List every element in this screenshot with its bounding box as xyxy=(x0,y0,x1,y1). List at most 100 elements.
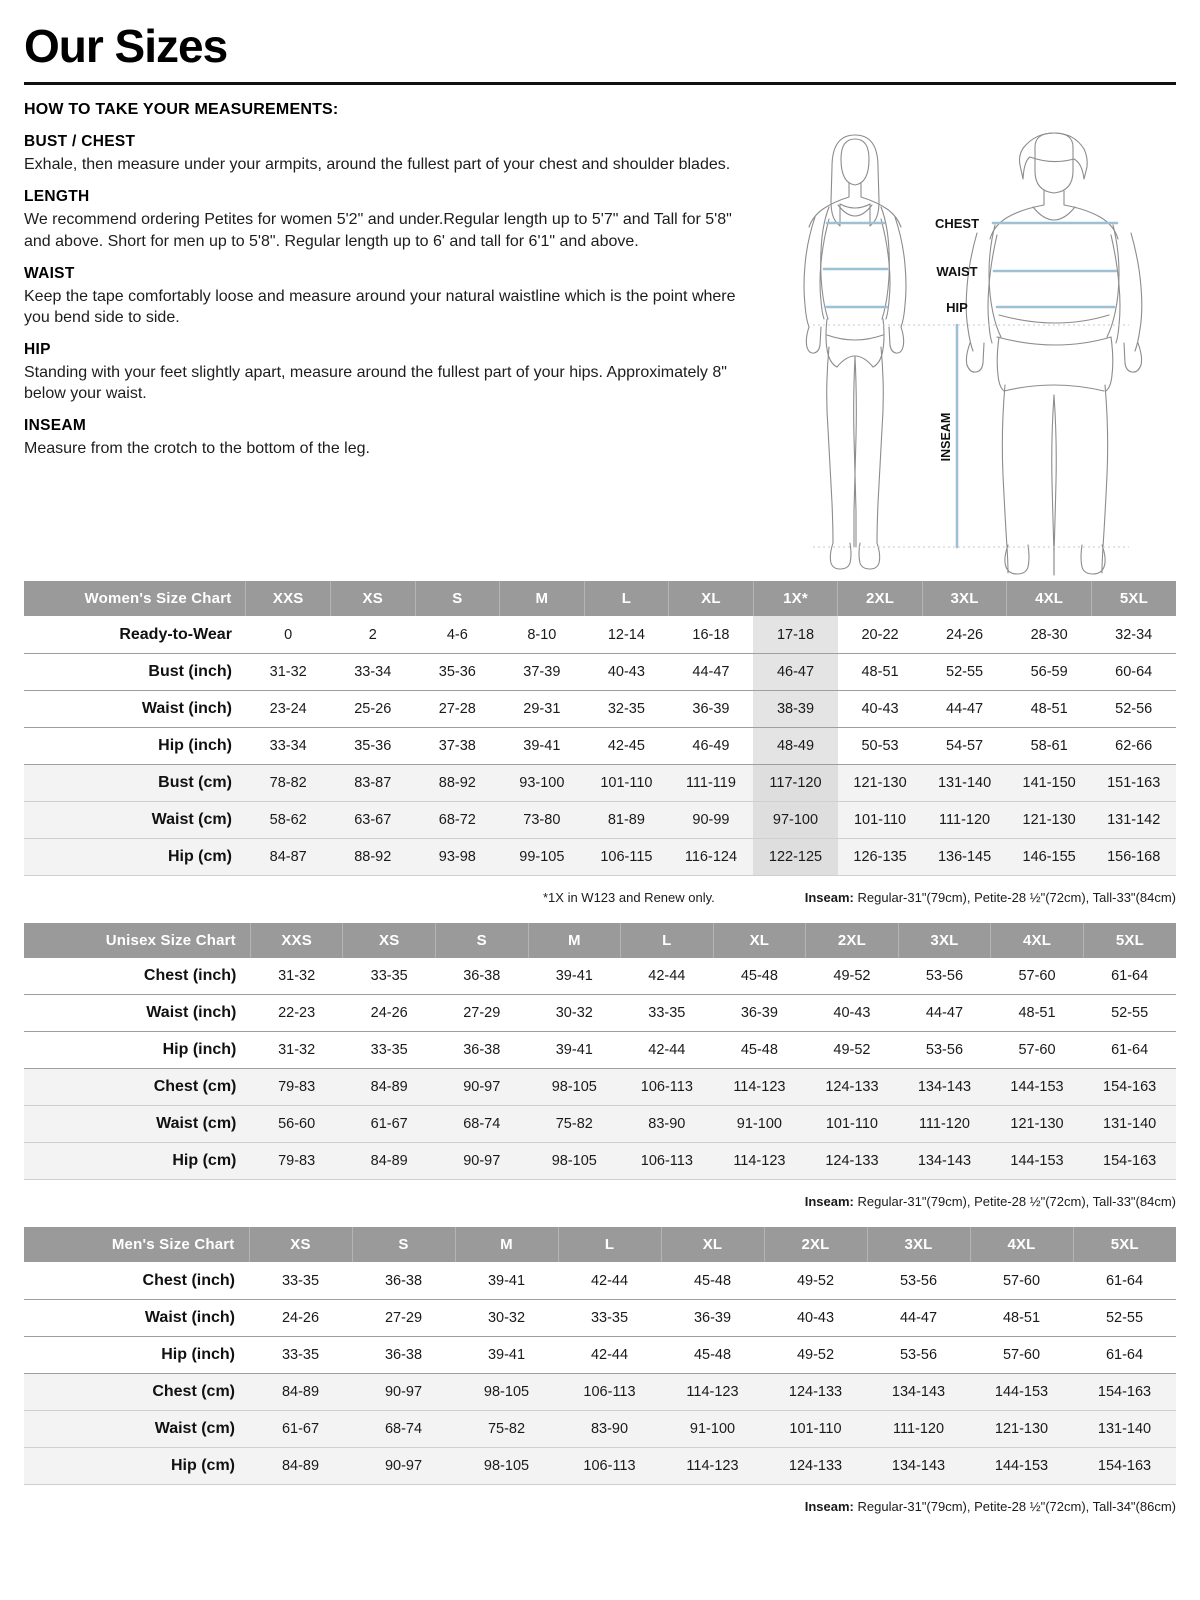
table-cell: 42-44 xyxy=(648,968,686,985)
measurement-block-bust-chest: BUST / CHEST Exhale, then measure under … xyxy=(24,133,754,175)
table-cell: 63-67 xyxy=(330,801,416,839)
womens-chart-title: Women's Size Chart xyxy=(24,581,247,617)
footnote-inseam: Inseam: Regular-31"(79cm), Petite-28 ½"(… xyxy=(805,1194,1176,1209)
table-cell: 35-36 xyxy=(438,663,476,680)
unisex-chart-title: Unisex Size Chart xyxy=(24,922,251,958)
table-cell: 81-89 xyxy=(584,801,669,839)
measurement-block-waist: WAIST Keep the tape comfortably loose an… xyxy=(24,265,754,328)
table-cell: 31-32 xyxy=(278,968,316,985)
table-cell: 39-41 xyxy=(555,968,593,985)
table-cell: 79-83 xyxy=(250,1068,343,1106)
measurement-instructions-section: HOW TO TAKE YOUR MEASUREMENTS: BUST / CH… xyxy=(24,101,1176,577)
table-cell: 39-41 xyxy=(487,1272,526,1289)
size-column-header-xs: XS xyxy=(249,1227,353,1263)
table-cell: 45-48 xyxy=(693,1346,732,1363)
size-column-header-xl: XL xyxy=(668,581,754,617)
table-row: Waist (cm) 56-60 61-67 68-74 75-82 83-90 91-10… xyxy=(24,1105,1176,1143)
size-column-header-2xl: 2XL xyxy=(764,1227,868,1263)
womens-size-chart-table: Women's Size Chart XXS XS S M L XL 1X* 2XL 3XL 4XL… xyxy=(24,581,1176,876)
table-cell: 49-52 xyxy=(833,968,871,985)
mens-chart-body: Chest (inch) 33-35 36-38 39-41 42-44 45-48 49-… xyxy=(24,1262,1176,1485)
mens-chart-title: Men's Size Chart xyxy=(24,1227,250,1263)
table-row: Chest (inch) 33-35 36-38 39-41 42-44 45-48 49-… xyxy=(24,1262,1176,1300)
table-cell: 106-113 xyxy=(558,1373,661,1411)
table-cell: 84-89 xyxy=(342,1068,436,1106)
table-cell: 57-60 xyxy=(1018,968,1056,985)
inseam-label: INSEAM xyxy=(939,413,953,462)
dotted-guides xyxy=(812,324,1129,548)
table-cell: 121-130 xyxy=(837,764,923,802)
table-cell: 48-51 xyxy=(1018,1005,1056,1022)
table-cell: 98-105 xyxy=(528,1142,621,1180)
size-column-header-xs: XS xyxy=(330,581,416,617)
size-column-header-5xl: 5XL xyxy=(1073,1227,1176,1263)
table-cell: 33-34 xyxy=(269,737,307,754)
table-cell: 131-140 xyxy=(922,764,1007,802)
table-cell: 54-57 xyxy=(946,737,984,754)
size-column-header-xxs: XXS xyxy=(245,581,331,617)
header-row: Women's Size Chart XXS XS S M L XL 1X* 2XL 3XL 4XL… xyxy=(24,581,1176,617)
table-cell: 53-56 xyxy=(925,968,964,985)
womens-chart-body: Ready-to-Wear 0 2 4-6 8-10 12-14 16-18 17-18 20-… xyxy=(24,616,1176,876)
table-cell: 61-64 xyxy=(1105,1346,1144,1363)
table-row: Waist (cm) 61-67 68-74 75-82 83-90 91-100 101-… xyxy=(24,1410,1176,1448)
table-cell: 24-26 xyxy=(946,626,984,643)
measurement-text-column: HOW TO TAKE YOUR MEASUREMENTS: BUST / CH… xyxy=(24,101,764,472)
row-label: Bust (cm) xyxy=(24,764,246,802)
table-cell: 24-26 xyxy=(370,1005,408,1022)
table-cell: 124-133 xyxy=(805,1068,899,1106)
table-cell: 84-89 xyxy=(342,1142,436,1180)
table-cell: 50-53 xyxy=(861,737,899,754)
table-cell: 61-64 xyxy=(1111,1042,1149,1059)
table-cell: 114-123 xyxy=(713,1068,806,1106)
table-cell: 111-120 xyxy=(898,1105,991,1143)
table-row: Hip (cm) 84-87 88-92 93-98 99-105 106-115 116-… xyxy=(24,838,1176,876)
row-label: Waist (cm) xyxy=(24,801,246,839)
table-cell: 78-82 xyxy=(245,764,331,802)
size-column-header-xl: XL xyxy=(661,1227,765,1263)
table-cell: 39-41 xyxy=(523,737,561,754)
table-cell: 46-49 xyxy=(692,737,730,754)
table-cell: 35-36 xyxy=(354,737,392,754)
measurement-body: Exhale, then measure under your armpits,… xyxy=(24,156,731,174)
row-label: Waist (inch) xyxy=(141,699,232,717)
table-cell: 61-64 xyxy=(1105,1272,1144,1289)
howto-heading: HOW TO TAKE YOUR MEASUREMENTS: xyxy=(24,101,339,119)
table-cell: 36-39 xyxy=(740,1005,778,1022)
table-row: Hip (inch) 31-32 33-35 36-38 39-41 42-44 45-48… xyxy=(24,1032,1176,1069)
body-figures-svg: CHEST WAIST HIP INSEAM xyxy=(803,132,1143,576)
page-title: Our Sizes xyxy=(24,20,228,72)
table-cell: 24-26 xyxy=(281,1309,320,1326)
table-cell: 131-140 xyxy=(1073,1410,1176,1448)
row-label: Hip (cm) xyxy=(24,1447,249,1485)
table-cell: 136-145 xyxy=(922,838,1007,876)
table-cell: 16-18 xyxy=(692,626,730,643)
measurement-body: We recommend ordering Petites for women … xyxy=(24,211,732,250)
table-cell: 75-82 xyxy=(528,1105,621,1143)
table-cell: 117-120 xyxy=(753,764,838,802)
table-cell: 33-35 xyxy=(590,1309,629,1326)
table-cell: 68-74 xyxy=(435,1105,529,1143)
row-label: Ready-to-Wear xyxy=(119,625,232,643)
table-row: Waist (inch) 22-23 24-26 27-29 30-32 33-35 36-… xyxy=(24,995,1176,1032)
table-cell: 98-105 xyxy=(528,1068,621,1106)
table-row: Waist (inch) 24-26 27-29 30-32 33-35 36-39 40-… xyxy=(24,1299,1176,1337)
womens-chart-footnotes: *1X in W123 and Renew only. Inseam: Regu… xyxy=(24,890,1176,905)
table-cell: 106-113 xyxy=(620,1142,714,1180)
table-cell: 48-51 xyxy=(1002,1309,1041,1326)
womens-chart-header: Women's Size Chart XXS XS S M L XL 1X* 2XL 3XL 4XL… xyxy=(24,581,1176,617)
footnote-inseam-value: Regular-31"(79cm), Petite-28 ½"(72cm), T… xyxy=(853,889,1177,905)
table-cell: 39-41 xyxy=(555,1042,593,1059)
table-cell: 131-140 xyxy=(1083,1105,1176,1143)
table-cell: 144-153 xyxy=(990,1142,1084,1180)
size-column-header-l: L xyxy=(584,581,670,617)
table-cell: 151-163 xyxy=(1091,764,1176,802)
table-cell: 98-105 xyxy=(455,1373,558,1411)
table-cell: 106-113 xyxy=(558,1447,661,1485)
table-cell: 40-43 xyxy=(796,1309,835,1326)
mens-size-chart-block: Men's Size Chart XS S M L XL 2XL 3XL 4XL 5XL Ches… xyxy=(24,1227,1176,1514)
table-cell: 116-124 xyxy=(668,838,754,876)
table-cell: 90-97 xyxy=(352,1447,455,1485)
table-cell: 17-18 xyxy=(753,616,838,654)
